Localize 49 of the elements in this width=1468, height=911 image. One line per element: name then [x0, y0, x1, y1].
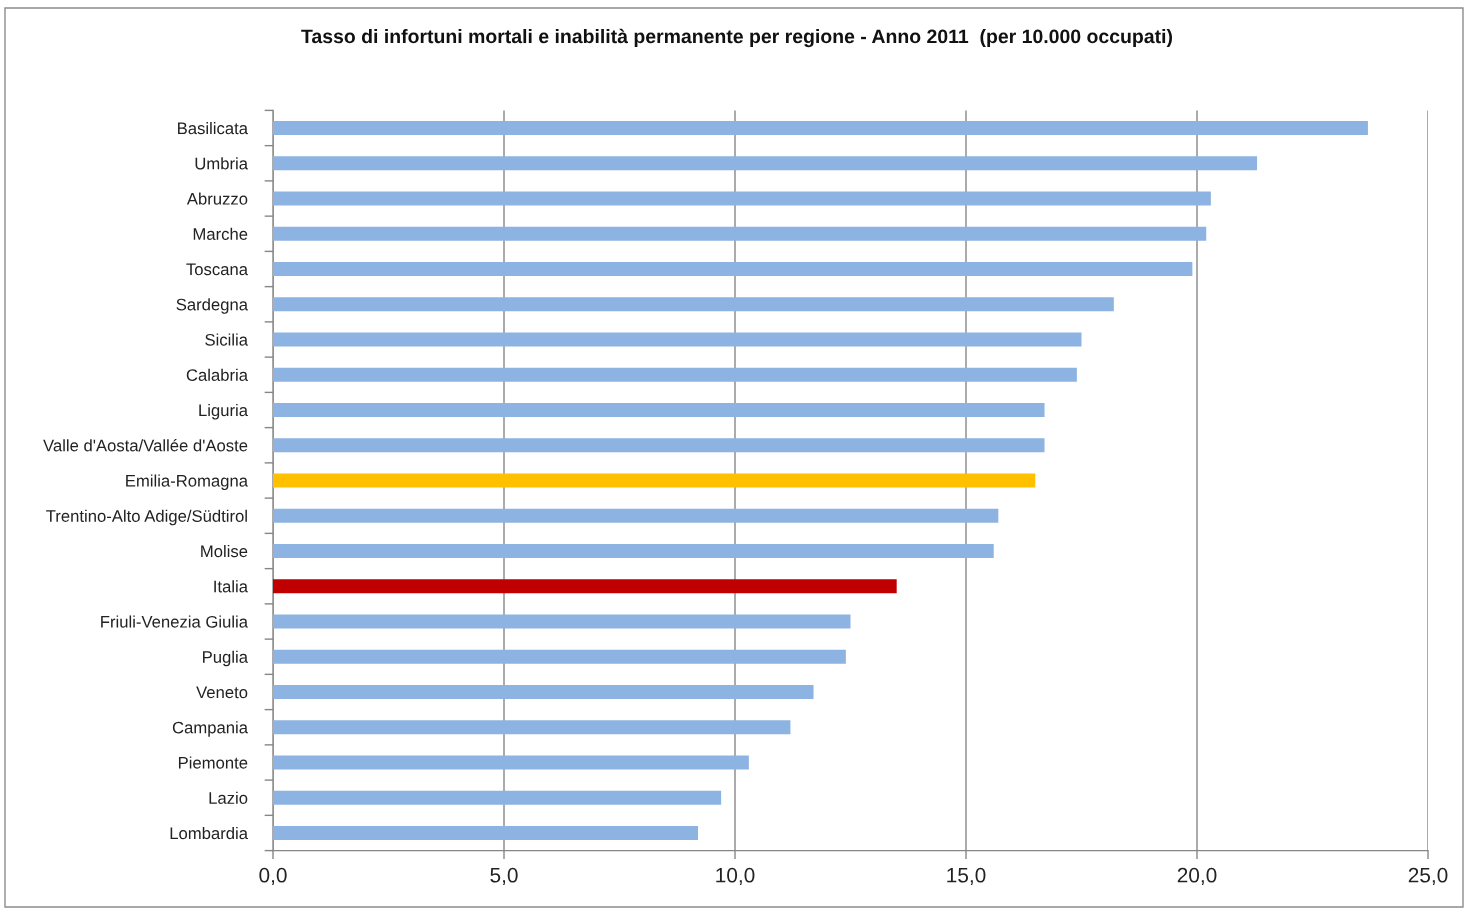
bar — [273, 156, 1258, 171]
x-tick-label: 15,0 — [947, 867, 986, 886]
y-tick-label: Molise — [201, 544, 248, 558]
y-tick-label: Sicilia — [205, 333, 248, 346]
bar — [273, 438, 1045, 453]
bar — [273, 473, 1036, 488]
bar — [273, 614, 851, 629]
x-tick-label: 10,0 — [716, 867, 755, 886]
bar — [273, 332, 1082, 347]
y-tick-label: Friuli-Venezia Giulia — [101, 615, 249, 628]
bar — [273, 684, 814, 700]
x-tick-label: 5,0 — [490, 867, 518, 886]
y-tick-label: Lazio — [209, 791, 248, 804]
y-tick-label: Piemonte — [178, 756, 248, 769]
bar — [273, 120, 1368, 136]
y-tick-label: Emilia-Romagna — [126, 474, 248, 490]
x-tick-label: 25,0 — [1408, 867, 1448, 886]
y-tick-label: Toscana — [186, 263, 248, 276]
y-tick-label: Marche — [193, 227, 248, 240]
bar — [273, 226, 1207, 241]
bar — [273, 402, 1045, 418]
y-tick-label: Lombardia — [170, 826, 249, 840]
y-tick-label: Trentino-Alto Adige/Südtirol — [46, 509, 247, 526]
bar — [273, 790, 722, 805]
x-tick-label: 0,0 — [259, 867, 287, 886]
bar — [273, 191, 1211, 206]
bar — [273, 261, 1193, 277]
bar — [273, 543, 994, 559]
bar — [273, 825, 699, 841]
bar — [273, 508, 999, 523]
bar — [273, 367, 1077, 382]
chart-title: Tasso di infortuni mortali e inabilità permanente per regione - Anno 2011 (per 10.000 occupati) — [301, 28, 1172, 48]
bar — [273, 579, 897, 594]
bar — [273, 297, 1114, 312]
x-tick-label: 20,0 — [1177, 867, 1217, 886]
y-tick-label: Basilicata — [178, 121, 248, 135]
y-tick-label: Abruzzo — [186, 192, 248, 205]
y-tick-label: Umbria — [195, 157, 248, 170]
bar — [273, 755, 749, 770]
y-tick-label: Italia — [214, 580, 248, 593]
y-tick-label: Liguria — [199, 403, 248, 420]
y-tick-label: Sardegna — [176, 298, 248, 314]
y-tick-label: Valle d'Aosta/Vallée d'Aoste — [43, 439, 248, 452]
bar — [273, 649, 846, 664]
y-tick-label: Veneto — [196, 686, 248, 699]
y-tick-label: Calabria — [186, 368, 248, 381]
y-tick-label: Campania — [172, 721, 248, 737]
y-tick-label: Puglia — [203, 650, 248, 667]
bar — [273, 720, 791, 735]
